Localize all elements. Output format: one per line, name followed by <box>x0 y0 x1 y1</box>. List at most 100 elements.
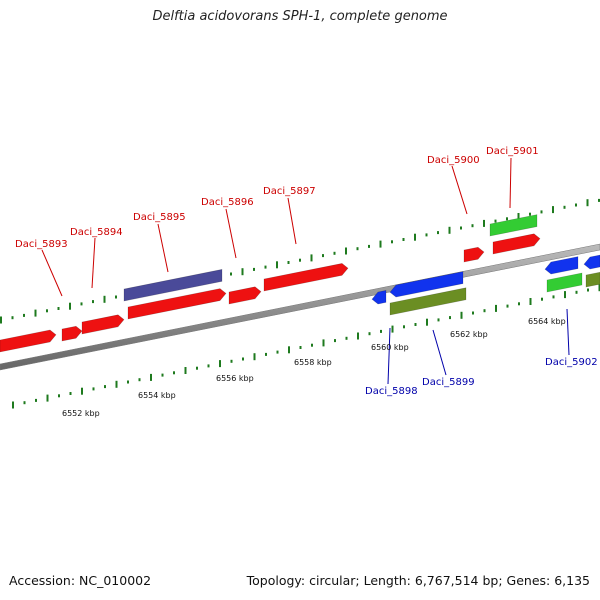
feature-block-purple <box>123 269 223 302</box>
gene-label-daci-5902[interactable]: Daci_5902 <box>545 357 598 368</box>
track-dot <box>196 366 198 370</box>
track-dot <box>449 316 451 320</box>
gene-arrow-reverse <box>389 271 464 298</box>
track-dot <box>402 238 405 241</box>
gene-label-daci-5899[interactable]: Daci_5899 <box>422 377 475 388</box>
track-dot <box>552 206 554 214</box>
track-dot <box>219 360 221 368</box>
gene-label-daci-5894[interactable]: Daci_5894 <box>70 227 123 238</box>
label-leader-line <box>451 165 468 215</box>
kbp-label-6554: 6554 kbp <box>138 391 176 400</box>
gene-arrow-forward <box>0 329 57 353</box>
label-leader-line <box>91 237 96 289</box>
track-dot <box>345 336 348 340</box>
gene-arrow-reverse <box>583 254 600 270</box>
track-dot <box>506 304 509 308</box>
gene-arrow-forward <box>81 314 125 335</box>
gene-arrow-forward <box>127 288 227 320</box>
gene-arrow-forward <box>61 325 83 342</box>
track-dot <box>334 339 336 343</box>
track-dot <box>230 359 233 363</box>
track-dot <box>414 323 417 326</box>
track-dot <box>69 302 71 310</box>
track-dot <box>529 212 531 216</box>
track-dot <box>425 233 428 237</box>
track-dot <box>391 325 394 333</box>
gene-arrow-reverse <box>371 290 387 305</box>
track-dot <box>150 373 152 381</box>
track-dot <box>57 307 60 310</box>
track-dot <box>380 329 382 333</box>
track-dot <box>161 373 164 377</box>
track-dot <box>448 226 451 234</box>
track-dot <box>80 302 83 306</box>
gene-label-daci-5893[interactable]: Daci_5893 <box>15 239 68 250</box>
kbp-label-6552: 6552 kbp <box>62 409 100 418</box>
track-dot <box>242 357 244 361</box>
track-dot <box>115 380 118 388</box>
track-dot <box>265 352 267 356</box>
track-dot <box>437 318 440 322</box>
track-dot <box>472 311 474 315</box>
track-dot <box>299 346 302 349</box>
track-dot <box>391 240 393 244</box>
gene-label-daci-5896[interactable]: Daci_5896 <box>201 197 254 208</box>
track-dot <box>46 394 49 402</box>
track-dot <box>184 367 187 374</box>
gene-label-daci-5901[interactable]: Daci_5901 <box>486 146 539 157</box>
track-dot <box>81 387 83 395</box>
genome-backbone <box>0 243 600 371</box>
track-dot <box>426 318 428 326</box>
gene-label-daci-5895[interactable]: Daci_5895 <box>133 212 186 223</box>
label-leader-line <box>509 157 512 209</box>
track-dot <box>310 254 313 262</box>
track-dot <box>517 213 520 220</box>
gene-label-daci-5900[interactable]: Daci_5900 <box>427 155 480 166</box>
track-dot <box>127 380 129 384</box>
track-dot <box>23 313 25 317</box>
track-dot <box>230 272 232 276</box>
track-dot <box>207 364 210 368</box>
track-dot <box>368 332 371 336</box>
track-dot <box>575 203 577 207</box>
track-dot <box>12 401 14 409</box>
feature-block-green <box>546 272 583 293</box>
track-dot <box>173 371 175 375</box>
upper-dotted-track <box>0 198 600 324</box>
track-dot <box>471 224 474 228</box>
track-dot <box>299 258 301 262</box>
kbp-label-6556: 6556 kbp <box>216 374 254 383</box>
track-dot <box>437 231 439 235</box>
track-dot <box>0 316 2 324</box>
track-dot <box>368 244 370 248</box>
label-leader-line <box>157 223 169 273</box>
lower-dotted-track <box>12 284 600 409</box>
gene-arrow-forward <box>492 233 541 255</box>
kbp-label-6560: 6560 kbp <box>371 343 409 352</box>
genome-title: Delftia acidovorans SPH-1, complete geno… <box>152 9 448 24</box>
gene-label-daci-5898[interactable]: Daci_5898 <box>365 386 418 397</box>
track-dot <box>103 295 106 303</box>
track-dot <box>322 254 324 258</box>
gene-label-daci-5897[interactable]: Daci_5897 <box>263 186 316 197</box>
track-dot <box>276 350 279 354</box>
track-dot <box>460 226 462 230</box>
track-dot <box>311 343 313 347</box>
track-dot <box>345 247 347 255</box>
track-dot <box>506 217 508 221</box>
track-dot <box>241 268 244 276</box>
track-dot <box>529 298 532 305</box>
track-dot <box>379 240 382 248</box>
feature-block-olive <box>585 271 600 288</box>
kbp-label-6558: 6558 kbp <box>294 358 332 367</box>
track-dot <box>483 219 485 227</box>
track-dot <box>23 401 26 405</box>
track-dot <box>460 311 463 319</box>
track-dot <box>483 309 486 313</box>
track-dot <box>35 398 37 402</box>
track-dot <box>586 199 589 207</box>
gene-arrow-forward <box>263 263 349 292</box>
track-dot <box>287 261 290 264</box>
kbp-label-6562: 6562 kbp <box>450 330 488 339</box>
track-dot <box>587 288 589 292</box>
